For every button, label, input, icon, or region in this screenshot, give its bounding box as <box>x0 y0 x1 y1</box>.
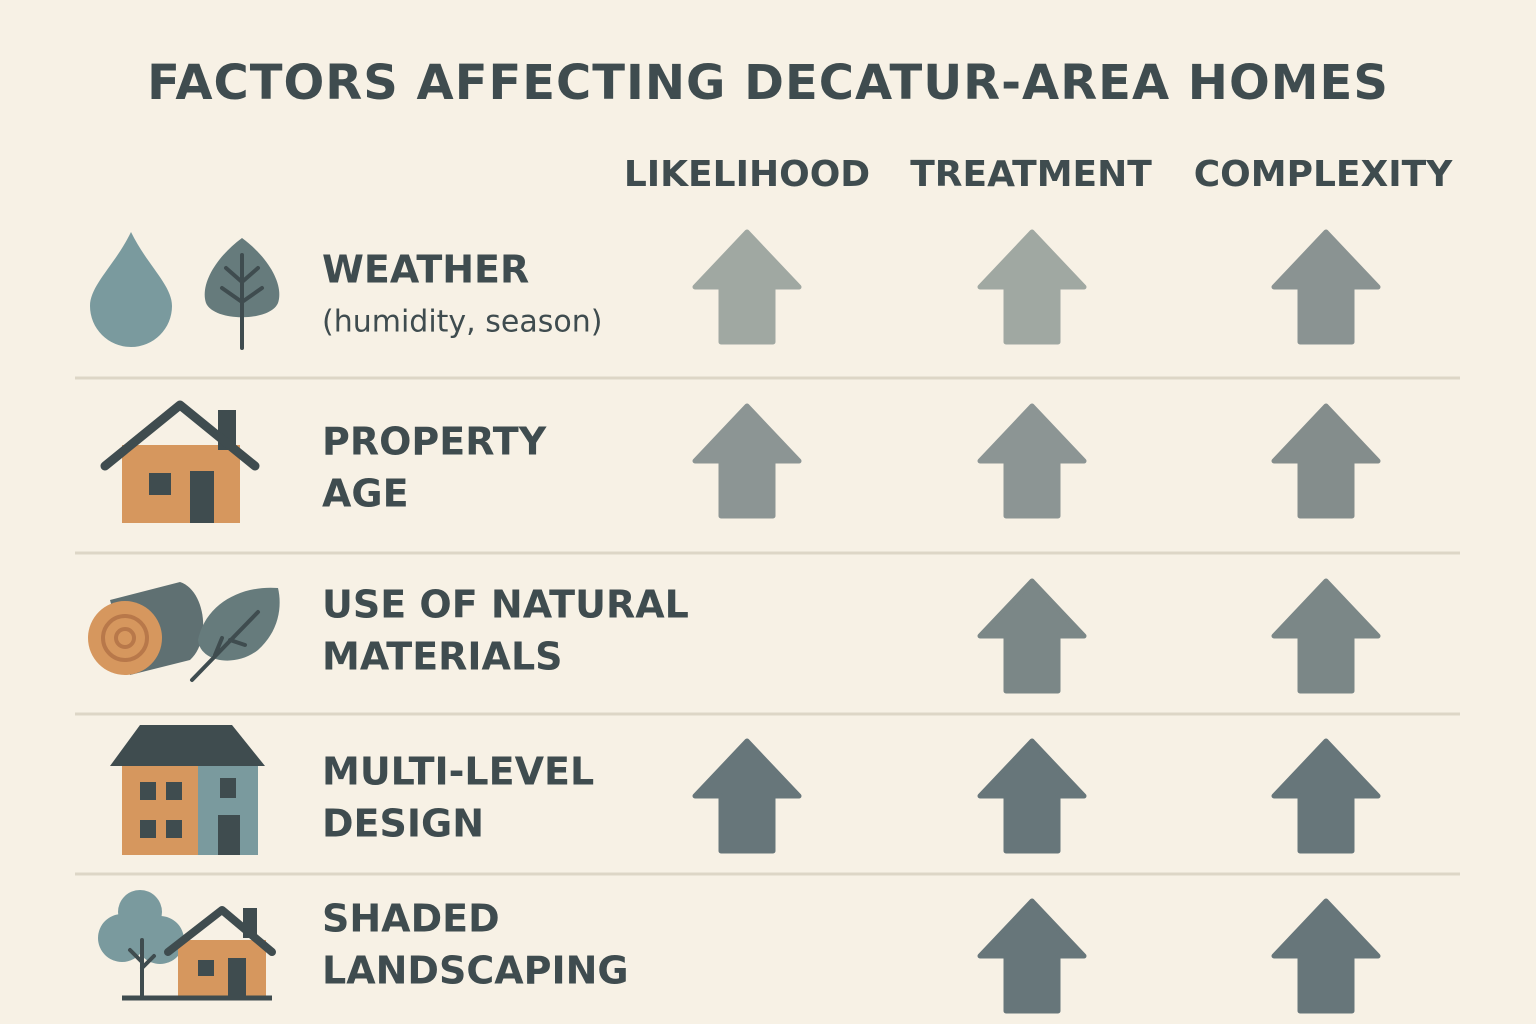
row-label: DESIGN <box>322 802 484 846</box>
up-arrow <box>1271 578 1381 694</box>
wood-icon <box>88 582 280 682</box>
multi-level-icon <box>110 725 265 855</box>
column-header: LIKELIHOOD <box>624 154 870 195</box>
up-arrow <box>977 578 1087 694</box>
house-icon <box>100 400 260 523</box>
up-arrow <box>1271 738 1381 854</box>
up-arrow <box>692 229 802 345</box>
column-header: COMPLEXITY <box>1194 154 1453 195</box>
row-label: WEATHER <box>322 248 529 292</box>
row-label: LANDSCAPING <box>322 949 629 993</box>
shaded-icon <box>98 890 276 1001</box>
up-arrow <box>1271 229 1381 345</box>
column-header: TREATMENT <box>910 154 1152 195</box>
row-label: MATERIALS <box>322 635 563 679</box>
up-arrow <box>692 403 802 519</box>
up-arrow <box>1271 898 1381 1014</box>
up-arrow <box>977 403 1087 519</box>
row-label: MULTI-LEVEL <box>322 750 594 794</box>
row-label: AGE <box>322 472 409 516</box>
title: FACTORS AFFECTING DECATUR-AREA HOMES <box>147 55 1389 111</box>
weather-icon <box>90 232 280 350</box>
up-arrow <box>1271 403 1381 519</box>
arrows <box>692 229 1381 1014</box>
up-arrow <box>977 898 1087 1014</box>
row-label: SHADED <box>322 897 500 941</box>
up-arrow <box>977 229 1087 345</box>
up-arrow <box>692 738 802 854</box>
row-label: PROPERTY <box>322 420 547 464</box>
row-label: USE OF NATURAL <box>322 583 689 627</box>
up-arrow <box>977 738 1087 854</box>
row-note: (humidity, season) <box>322 305 602 340</box>
